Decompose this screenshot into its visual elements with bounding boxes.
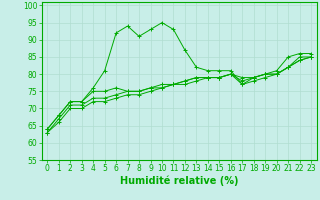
X-axis label: Humidité relative (%): Humidité relative (%) bbox=[120, 176, 238, 186]
